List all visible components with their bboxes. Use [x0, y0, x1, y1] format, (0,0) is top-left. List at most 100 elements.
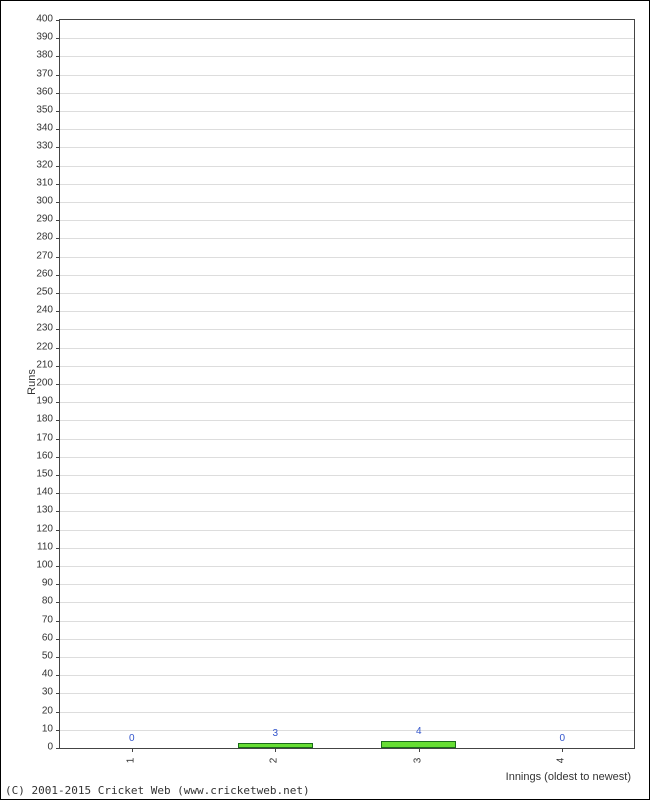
xtick-mark	[132, 748, 133, 752]
ytick-mark	[56, 311, 60, 312]
ytick-label: 180	[36, 414, 53, 425]
xtick-mark	[275, 748, 276, 752]
xtick-label: 2	[269, 758, 280, 764]
xtick-label: 3	[412, 758, 423, 764]
gridline	[60, 621, 634, 622]
ytick-label: 20	[42, 705, 53, 716]
ytick-mark	[56, 584, 60, 585]
ytick-label: 390	[36, 32, 53, 43]
ytick-label: 280	[36, 232, 53, 243]
ytick-mark	[56, 693, 60, 694]
ytick-label: 380	[36, 50, 53, 61]
ytick-label: 120	[36, 523, 53, 534]
gridline	[60, 311, 634, 312]
gridline	[60, 366, 634, 367]
gridline	[60, 129, 634, 130]
bar-value-label: 0	[559, 733, 565, 744]
ytick-label: 200	[36, 378, 53, 389]
gridline	[60, 511, 634, 512]
gridline	[60, 712, 634, 713]
ytick-mark	[56, 111, 60, 112]
gridline	[60, 420, 634, 421]
ytick-mark	[56, 20, 60, 21]
ytick-mark	[56, 457, 60, 458]
ytick-label: 350	[36, 105, 53, 116]
ytick-mark	[56, 293, 60, 294]
ytick-mark	[56, 257, 60, 258]
ytick-label: 330	[36, 141, 53, 152]
ytick-mark	[56, 38, 60, 39]
ytick-mark	[56, 530, 60, 531]
xtick-mark	[419, 748, 420, 752]
ytick-label: 130	[36, 505, 53, 516]
ytick-mark	[56, 366, 60, 367]
gridline	[60, 675, 634, 676]
ytick-label: 320	[36, 159, 53, 170]
xtick-mark	[562, 748, 563, 752]
xtick-label: 1	[125, 758, 136, 764]
ytick-label: 230	[36, 323, 53, 334]
ytick-label: 140	[36, 487, 53, 498]
ytick-mark	[56, 75, 60, 76]
ytick-mark	[56, 420, 60, 421]
gridline	[60, 693, 634, 694]
gridline	[60, 275, 634, 276]
ytick-label: 160	[36, 450, 53, 461]
ytick-label: 210	[36, 359, 53, 370]
gridline	[60, 93, 634, 94]
ytick-mark	[56, 748, 60, 749]
ytick-label: 100	[36, 560, 53, 571]
gridline	[60, 566, 634, 567]
ytick-mark	[56, 511, 60, 512]
ytick-label: 50	[42, 651, 53, 662]
ytick-label: 370	[36, 68, 53, 79]
ytick-label: 250	[36, 287, 53, 298]
gridline	[60, 147, 634, 148]
ytick-mark	[56, 439, 60, 440]
ytick-label: 290	[36, 214, 53, 225]
ytick-label: 270	[36, 250, 53, 261]
gridline	[60, 56, 634, 57]
ytick-mark	[56, 147, 60, 148]
bar-value-label: 0	[129, 733, 135, 744]
gridline	[60, 402, 634, 403]
gridline	[60, 111, 634, 112]
ytick-mark	[56, 93, 60, 94]
gridline	[60, 220, 634, 221]
ytick-mark	[56, 184, 60, 185]
ytick-label: 260	[36, 268, 53, 279]
gridline	[60, 548, 634, 549]
ytick-label: 40	[42, 669, 53, 680]
bar-value-label: 3	[272, 728, 278, 739]
xtick-label: 4	[556, 758, 567, 764]
ytick-mark	[56, 675, 60, 676]
ytick-label: 80	[42, 596, 53, 607]
ytick-mark	[56, 220, 60, 221]
ytick-mark	[56, 566, 60, 567]
ytick-mark	[56, 621, 60, 622]
gridline	[60, 202, 634, 203]
gridline	[60, 348, 634, 349]
ytick-label: 310	[36, 177, 53, 188]
ytick-label: 360	[36, 86, 53, 97]
ytick-label: 170	[36, 432, 53, 443]
ytick-mark	[56, 639, 60, 640]
ytick-mark	[56, 548, 60, 549]
gridline	[60, 530, 634, 531]
ytick-label: 300	[36, 196, 53, 207]
gridline	[60, 457, 634, 458]
ytick-label: 70	[42, 614, 53, 625]
ytick-label: 190	[36, 396, 53, 407]
ytick-mark	[56, 602, 60, 603]
chart-container: 0340 Runs Innings (oldest to newest) (C)…	[0, 0, 650, 800]
ytick-mark	[56, 384, 60, 385]
gridline	[60, 293, 634, 294]
ytick-label: 150	[36, 469, 53, 480]
ytick-mark	[56, 712, 60, 713]
gridline	[60, 657, 634, 658]
ytick-mark	[56, 329, 60, 330]
gridline	[60, 166, 634, 167]
bar-value-label: 4	[416, 726, 422, 737]
gridline	[60, 584, 634, 585]
ytick-mark	[56, 275, 60, 276]
